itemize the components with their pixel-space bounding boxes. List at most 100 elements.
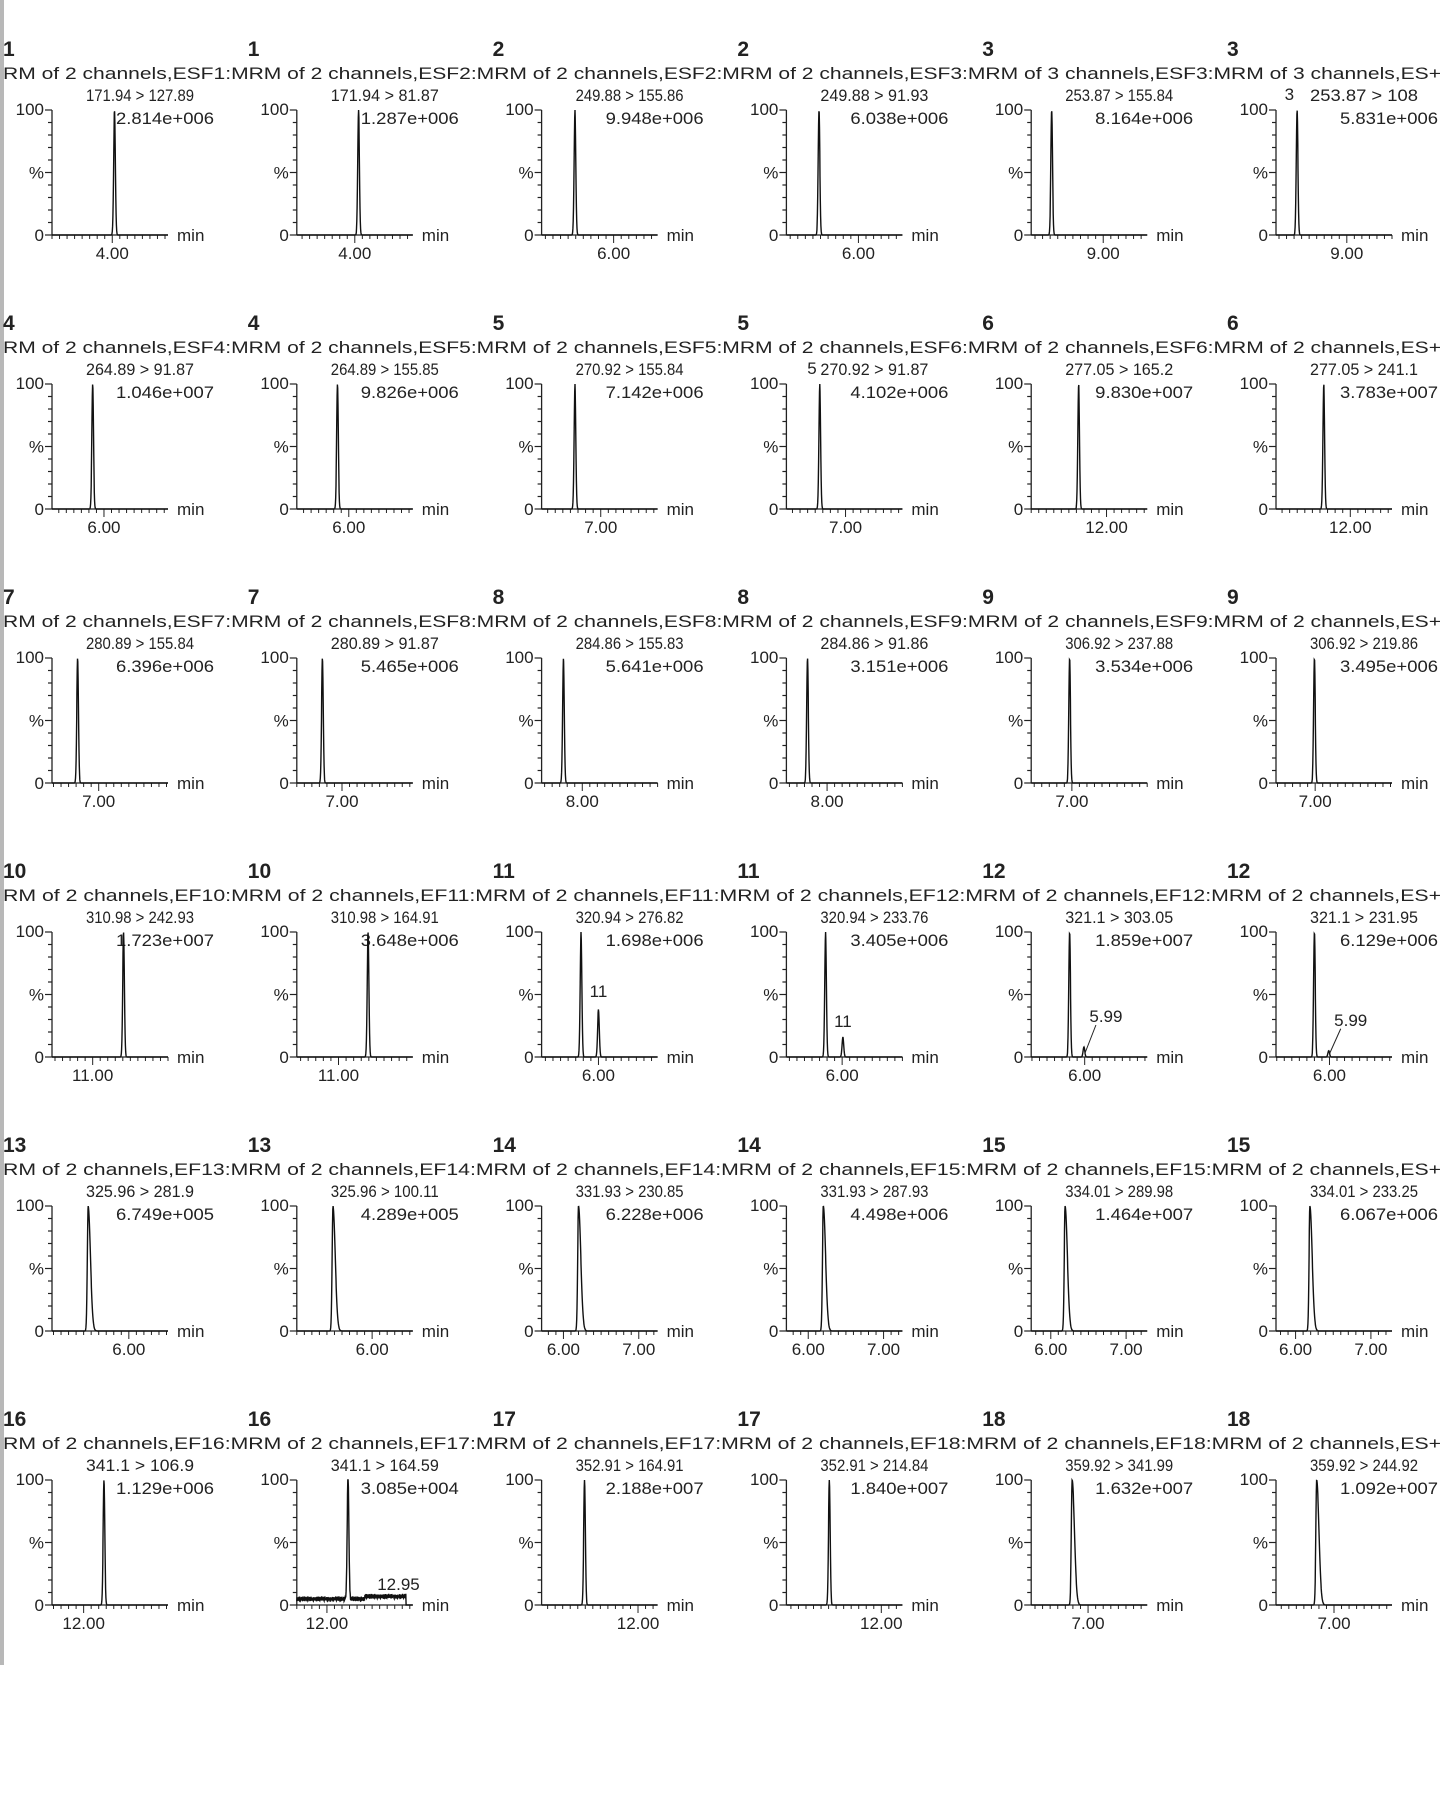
- chromatogram-trace: [541, 1205, 658, 1332]
- x-tick-label: 7.00: [584, 518, 617, 537]
- mrm-transition: 321.1 > 231.95: [1310, 908, 1418, 927]
- compound-number: 2: [737, 38, 749, 61]
- y-label-zero: 0: [1014, 1048, 1023, 1067]
- intensity-value: 6.067e+006: [1340, 1205, 1438, 1224]
- intensity-value: 3.648e+006: [361, 931, 459, 950]
- chromatogram-panel: 9 306.92 > 237.88 3.534e+006 100% 0 7.00 min: [982, 586, 1193, 811]
- compound-number: 9: [982, 586, 994, 609]
- mrm-transition: 277.05 > 241.1: [1310, 360, 1418, 379]
- y-label-zero: 0: [1259, 500, 1268, 519]
- chromatogram-panel: 17 352.91 > 214.84 1.840e+007 100% 0 12.00 min: [737, 1408, 948, 1633]
- intensity-value: 3.405e+006: [850, 931, 948, 950]
- y-label-100: 100: [995, 1196, 1023, 1215]
- y-label-zero: 0: [279, 1048, 288, 1067]
- compound-number: 12: [1227, 860, 1250, 883]
- intensity-value: 1.129e+006: [116, 1479, 214, 1498]
- chromatogram-panel: 17 352.91 > 164.91 2.188e+007 100% 0 12.00 min: [493, 1408, 704, 1633]
- compound-number: 15: [1227, 1134, 1251, 1157]
- y-label-percent: %: [1253, 1260, 1268, 1279]
- mrm-transition: 334.01 > 289.98: [1065, 1182, 1173, 1201]
- y-label-100: 100: [995, 374, 1023, 393]
- x-tick-label: 6.00: [1313, 1066, 1346, 1085]
- x-unit-label: min: [1401, 1048, 1428, 1067]
- y-label-zero: 0: [35, 500, 44, 519]
- y-label-100: 100: [1240, 1196, 1268, 1215]
- y-label-zero: 0: [1259, 1322, 1268, 1341]
- y-label-percent: %: [29, 712, 44, 731]
- chromatogram-trace: [1276, 657, 1392, 784]
- chromatogram-panel: 1 171.94 > 127.89 2.814e+006 100% 0 4.00 min: [3, 38, 214, 263]
- compound-number: 1: [248, 38, 260, 61]
- compound-number: 6: [1227, 312, 1239, 335]
- x-unit-label: min: [177, 500, 204, 519]
- peak-annotation: 5.99: [1089, 1007, 1122, 1026]
- intensity-value: 4.498e+006: [850, 1205, 948, 1224]
- x-tick-label: 6.00: [842, 244, 875, 263]
- row-header-line: RM of 2 channels,ESF1:MRM of 2 channels,…: [3, 64, 1441, 83]
- chromatogram-trace: [52, 1205, 168, 1332]
- compound-number: 9: [1227, 586, 1239, 609]
- chromatogram-trace: [52, 658, 168, 784]
- x-tick-label: 7.00: [1110, 1340, 1143, 1359]
- compound-number: 8: [493, 586, 505, 609]
- chromatogram-panel: 4 264.89 > 155.85 9.826e+006 100% 0 6.00 min: [248, 312, 459, 537]
- x-unit-label: min: [1156, 1322, 1183, 1341]
- chromatogram-trace: [786, 383, 903, 510]
- y-label-zero: 0: [769, 1322, 778, 1341]
- compound-number: 11: [737, 860, 760, 883]
- mrm-transition: 264.89 > 91.87: [86, 360, 194, 379]
- mrm-transition: 171.94 > 127.89: [86, 86, 194, 105]
- chromatogram-trace: [541, 658, 658, 784]
- compound-number: 10: [3, 860, 26, 883]
- y-label-100: 100: [505, 922, 533, 941]
- row-header-line: RM of 2 channels,EF10:MRM of 2 channels,…: [3, 886, 1441, 905]
- compound-number: 6: [982, 312, 994, 335]
- chromatogram-panel: 1 171.94 > 81.87 1.287e+006 100% 0 4.00 min: [248, 38, 459, 263]
- y-label-percent: %: [1008, 986, 1023, 1005]
- chromatogram-trace: [1276, 931, 1392, 1058]
- x-unit-label: min: [911, 1048, 938, 1067]
- compound-number: 15: [982, 1134, 1006, 1157]
- annotation-leader: [1329, 1028, 1342, 1054]
- compound-number: 17: [737, 1408, 760, 1431]
- x-unit-label: min: [177, 774, 204, 793]
- y-label-100: 100: [1240, 374, 1268, 393]
- mrm-transition: 280.89 > 155.84: [86, 634, 194, 653]
- chromatogram-panel: 6 277.05 > 165.2 9.830e+007 100% 0 12.00 min: [982, 312, 1193, 537]
- y-label-100: 100: [750, 922, 778, 941]
- y-label-percent: %: [763, 1534, 778, 1553]
- intensity-value: 1.698e+006: [606, 931, 704, 950]
- compound-number: 7: [248, 586, 260, 609]
- y-label-percent: %: [518, 438, 533, 457]
- x-tick-label: 6.00: [792, 1340, 825, 1359]
- x-unit-label: min: [667, 1596, 694, 1615]
- peak-annotation: 12.95: [377, 1575, 420, 1594]
- y-label-100: 100: [750, 648, 778, 667]
- mrm-transition: 331.93 > 230.85: [576, 1182, 684, 1201]
- y-label-percent: %: [763, 438, 778, 457]
- chromatogram-trace: [1276, 1479, 1392, 1606]
- chromatogram-trace: [52, 111, 168, 236]
- mrm-transition: 325.96 > 281.9: [86, 1182, 194, 1201]
- y-label-100: 100: [1240, 100, 1268, 119]
- x-unit-label: min: [1401, 500, 1428, 519]
- intensity-value: 1.287e+006: [361, 109, 459, 128]
- mrm-transition: 341.1 > 164.59: [331, 1456, 439, 1475]
- chromatogram-panel: 8 284.86 > 155.83 5.641e+006 100% 0 8.00 min: [493, 586, 704, 811]
- mrm-transition: 321.1 > 303.05: [1065, 908, 1173, 927]
- x-unit-label: min: [177, 1596, 204, 1615]
- chromatogram-panel: 2 249.88 > 155.86 9.948e+006 100% 0 6.00 min: [493, 38, 704, 263]
- chromatogram-trace: [1276, 110, 1392, 236]
- chromatogram-panel: 15 334.01 > 233.25 6.067e+006 100% 0 6.00 7.00…: [1227, 1134, 1438, 1359]
- mrm-transition: 359.92 > 341.99: [1065, 1456, 1173, 1475]
- row-header-line: RM of 2 channels,ESF7:MRM of 2 channels,…: [3, 612, 1441, 631]
- x-unit-label: min: [422, 1596, 449, 1615]
- chromatogram-trace: [1276, 1205, 1392, 1332]
- y-label-100: 100: [505, 374, 533, 393]
- x-tick-label: 12.00: [62, 1614, 105, 1633]
- x-tick-label: 8.00: [811, 792, 844, 811]
- y-label-zero: 0: [35, 1322, 44, 1341]
- y-label-zero: 0: [769, 1596, 778, 1615]
- chromatogram-panel: 7 280.89 > 155.84 6.396e+006 100% 0 7.00 min: [3, 586, 214, 811]
